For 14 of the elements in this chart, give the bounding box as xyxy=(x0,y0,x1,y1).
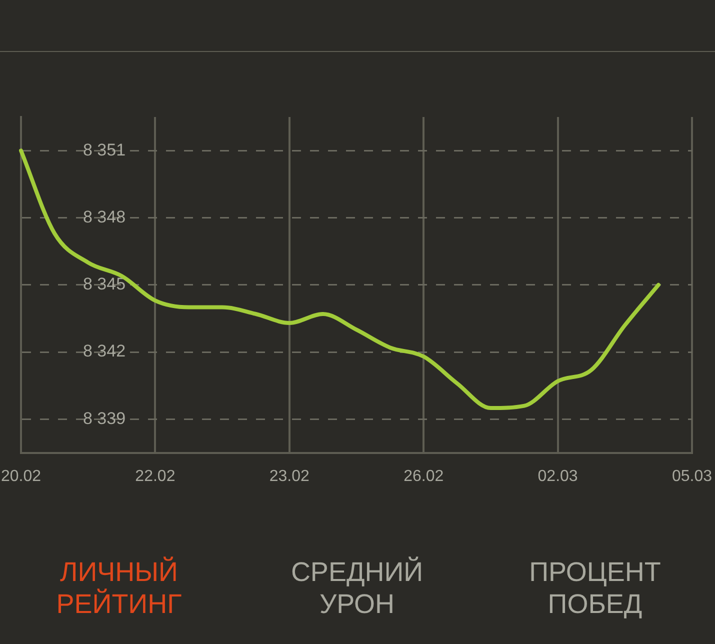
y-tick-label: 8 345 xyxy=(83,274,126,294)
x-tick-label: 26.02 xyxy=(404,468,444,485)
text: ЛИЧНЫЙ РЕЙТИНГ xyxy=(55,556,183,620)
text: ПРОЦЕНТ ПОБЕД xyxy=(528,556,662,620)
y-tick-label: 8 342 xyxy=(83,342,126,361)
x-tick-label: 02.03 xyxy=(538,468,578,485)
x-tick-label: 23.02 xyxy=(269,468,310,485)
y-tick-label: 8 339 xyxy=(83,408,126,428)
x-tick-label: 05.03 xyxy=(672,468,712,485)
x-tick-label: 20.02 xyxy=(0,468,42,485)
y-tick-label: 8 348 xyxy=(83,207,126,226)
y-tick-label: 8 351 xyxy=(83,140,126,160)
x-tick-label: 22.02 xyxy=(135,468,176,485)
text: СРЕДНИЙ УРОН xyxy=(290,556,424,620)
